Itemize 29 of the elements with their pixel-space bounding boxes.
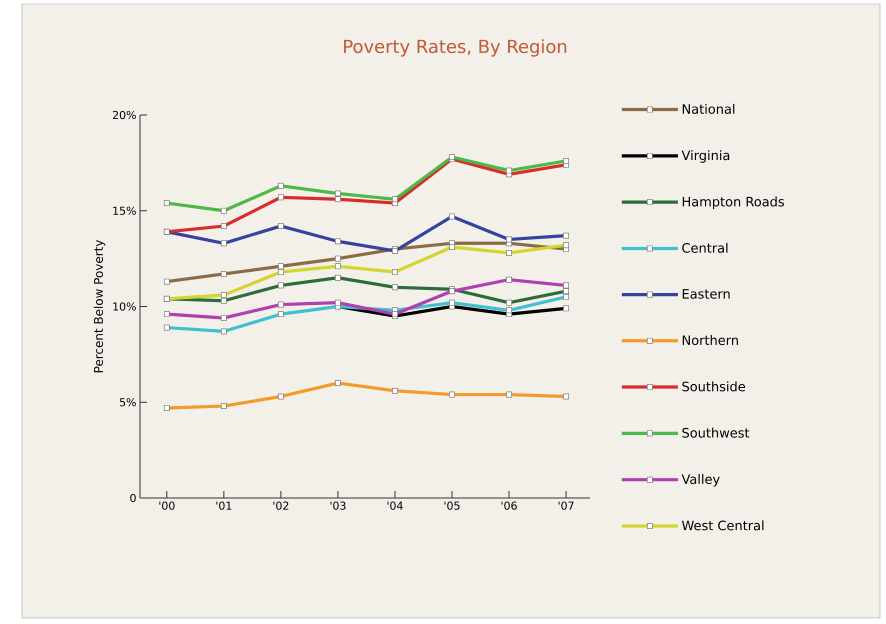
point (335, 256, 341, 262)
x-tick-label: '01 (216, 502, 232, 510)
legend-label: Northern (682, 335, 738, 346)
y-tick-label: 5% (120, 398, 136, 406)
x-tick-label: '03 (330, 502, 346, 510)
x-tick-label: '05 (444, 502, 460, 510)
legend-label: Central (682, 242, 728, 253)
x-tick-label: '07 (558, 502, 574, 510)
y-axis-title: Percent Below Poverty (94, 240, 106, 372)
legend-label: Hampton Roads (682, 196, 784, 210)
y-tick-label: 15% (113, 206, 136, 215)
legend-label: Southwest (682, 428, 750, 438)
x-tick-label: '06 (502, 502, 517, 510)
point (278, 263, 284, 270)
legend-label: National (682, 104, 734, 114)
y-tick-label: 0 (130, 494, 136, 502)
legend-label: Southside (682, 381, 746, 392)
x-tick-label: '02 (273, 502, 288, 510)
legend-label: West Central (682, 520, 764, 530)
y-tick-label: 20% (112, 110, 136, 120)
point (220, 271, 227, 277)
point (164, 278, 170, 284)
legend-label: Eastern (682, 289, 730, 299)
legend-label: Virginia (682, 150, 730, 163)
chart-title: Poverty Rates, By Region (344, 39, 566, 57)
legend-label: Valley (682, 474, 720, 487)
x-tick-label: '04 (388, 502, 403, 510)
y-tick-label: 10% (113, 302, 136, 311)
x-tick-label: '00 (159, 502, 175, 510)
